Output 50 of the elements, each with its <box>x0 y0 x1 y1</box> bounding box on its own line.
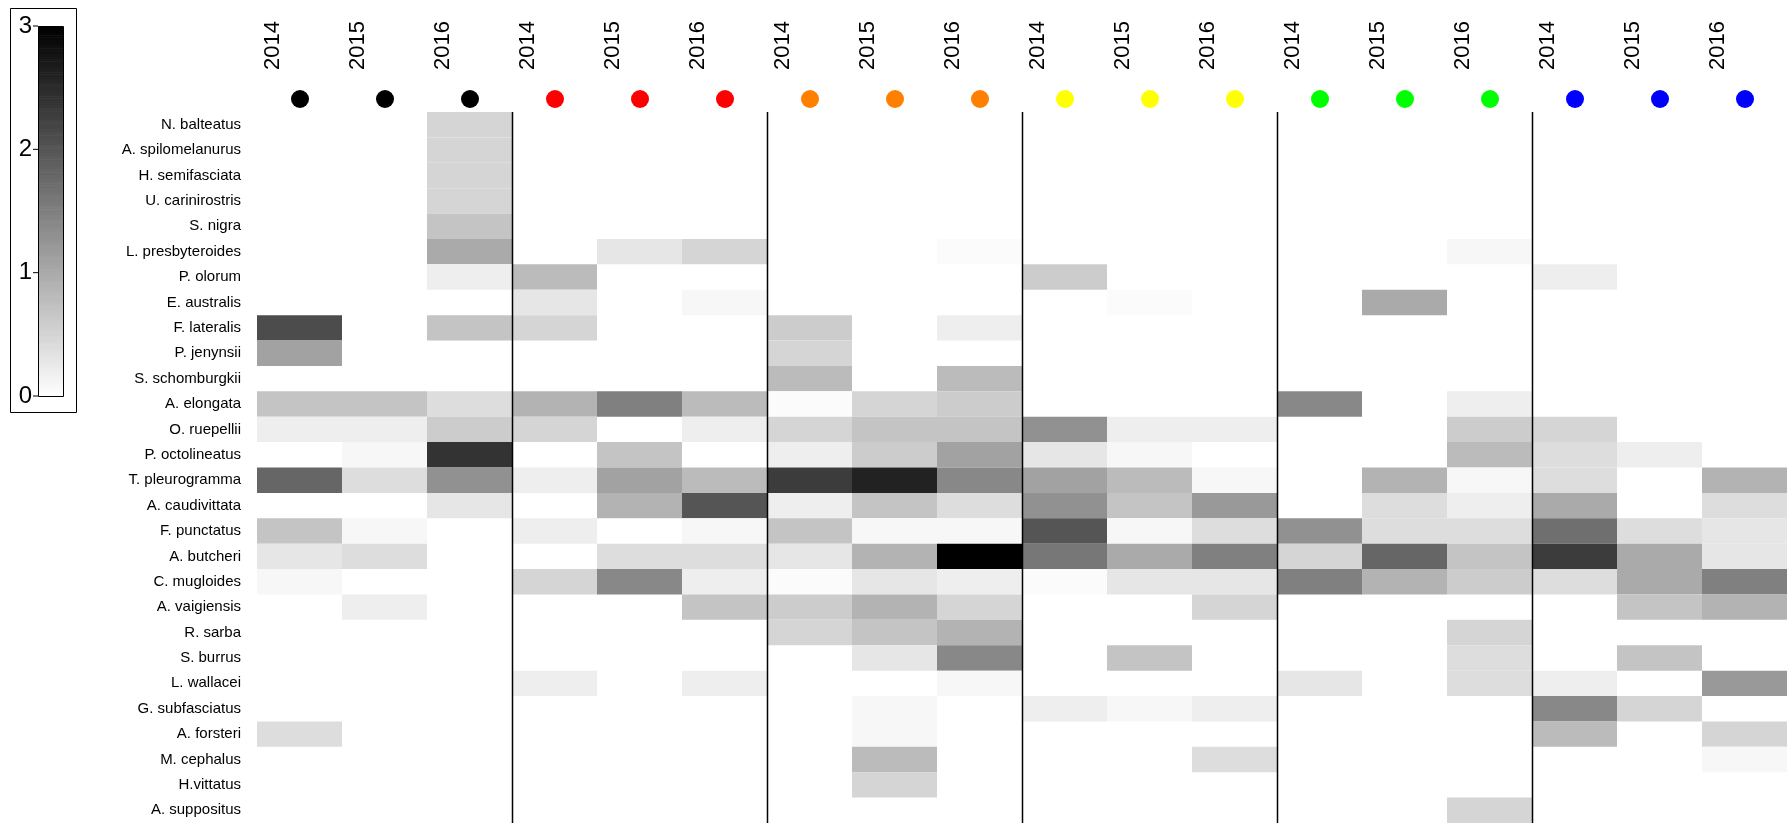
y-tick-label: P. olorum <box>178 267 241 285</box>
y-tick-label: G. subfasciatus <box>137 698 241 716</box>
y-tick-label: A. butcheri <box>169 546 241 564</box>
y-tick-label: L. presbyteroides <box>125 241 241 259</box>
x-tick-label: 2016 <box>1704 21 1730 70</box>
x-tick-label: 2016 <box>684 21 710 70</box>
y-tick-label: L. wallacei <box>170 673 241 691</box>
y-tick-label: A. spilomelanurus <box>121 140 241 158</box>
x-tick-label: 2014 <box>259 21 285 70</box>
y-tick-label: T. pleurogramma <box>128 470 242 488</box>
y-tick-label: A. forsteri <box>176 724 241 742</box>
x-tick-label: 2016 <box>429 21 455 70</box>
y-tick-label: C. mugloides <box>153 571 241 589</box>
x-tick-label: 2015 <box>1619 21 1645 70</box>
y-tick-label: F. lateralis <box>173 317 241 335</box>
x-tick-label: 2014 <box>769 21 795 70</box>
color-bar-label: 3 <box>18 10 32 38</box>
x-tick-label: 2014 <box>514 21 540 70</box>
y-tick-label: H. semifasciata <box>138 165 242 183</box>
x-tick-label: 2014 <box>1024 21 1050 70</box>
y-tick-label: A. vaigiensis <box>156 597 241 615</box>
x-tick-label: 2016 <box>939 21 965 70</box>
y-tick-label: P. octolineatus <box>144 444 241 462</box>
color-bar-label: 2 <box>18 133 32 161</box>
y-tick-label: N. balteatus <box>160 114 241 132</box>
x-tick-label: 2015 <box>344 21 370 70</box>
y-tick-label: P. jenynsii <box>174 343 241 361</box>
y-tick-label: F. punctatus <box>160 521 241 539</box>
y-tick-label: A. elongata <box>165 394 242 412</box>
color-bar-label: 0 <box>18 380 32 408</box>
color-bar-label: 1 <box>18 257 32 285</box>
y-tick-label: H.vittatus <box>178 775 241 793</box>
x-tick-label: 2015 <box>1109 21 1135 70</box>
y-tick-label: R. sarba <box>184 622 242 640</box>
x-tick-label: 2015 <box>1364 21 1390 70</box>
y-tick-label: S. schomburgkii <box>134 368 241 386</box>
y-tick-label: S. burrus <box>180 648 241 666</box>
x-tick-label: 2015 <box>854 21 880 70</box>
y-tick-label: A. suppositus <box>150 800 241 818</box>
x-tick-label: 2014 <box>1534 21 1560 70</box>
x-tick-label: 2014 <box>1279 21 1305 70</box>
y-tick-label: M. cephalus <box>160 749 241 767</box>
y-tick-label: A. caudivittata <box>146 495 242 513</box>
y-tick-label: U. carinirostris <box>145 191 241 209</box>
x-tick-label: 2016 <box>1449 21 1475 70</box>
x-tick-label: 2016 <box>1194 21 1220 70</box>
y-tick-label: S. nigra <box>189 216 242 234</box>
x-tick-label: 2015 <box>599 21 625 70</box>
y-tick-label: O. ruepellii <box>169 419 241 437</box>
y-tick-label: E. australis <box>166 292 241 310</box>
